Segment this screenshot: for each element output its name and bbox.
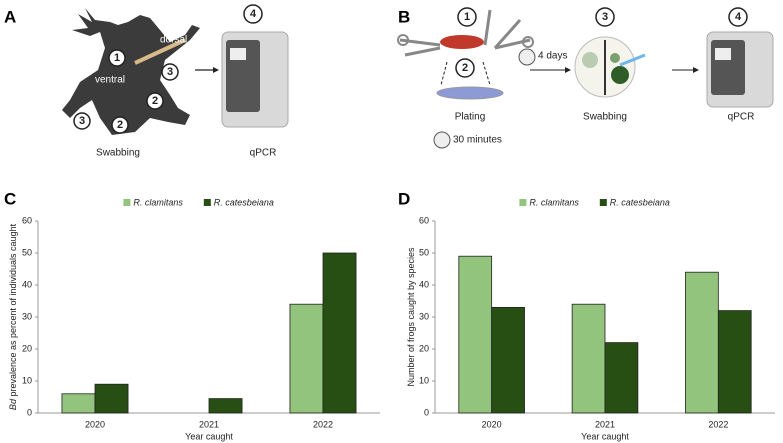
legend-label: R. clamitans xyxy=(133,197,183,207)
step-circle xyxy=(146,92,164,110)
duration: 30 minutes xyxy=(453,135,502,146)
x-tick-label: 2022 xyxy=(708,419,728,429)
x-tick-label: 2021 xyxy=(595,419,615,429)
y-tick-label: 30 xyxy=(419,311,429,321)
y-axis-label-text: Number of frogs caught by species xyxy=(406,247,416,387)
legend-swatch xyxy=(123,199,131,206)
step-circle xyxy=(108,49,126,67)
y-tick-label: 50 xyxy=(419,247,429,257)
clock-icon xyxy=(518,48,536,66)
caption: Swabbing xyxy=(583,112,627,123)
bar xyxy=(717,310,752,414)
mosquito-scissors xyxy=(397,9,534,57)
step-circle xyxy=(728,7,748,27)
y-tick-label: 40 xyxy=(22,279,32,289)
bar xyxy=(61,393,96,414)
step-number: 4 xyxy=(250,8,257,20)
y-tick-label: 20 xyxy=(22,343,32,353)
legend-label: R. clamitans xyxy=(529,197,579,207)
y-tick-label: 0 xyxy=(27,407,32,417)
bar xyxy=(322,252,357,414)
x-tick-label: 2022 xyxy=(313,419,333,429)
y-tick-label: 60 xyxy=(22,215,32,225)
legend-label: R. catesbeiana xyxy=(214,197,274,207)
step-number: 4 xyxy=(735,11,742,23)
bar xyxy=(685,271,719,414)
panel-label: C xyxy=(4,189,16,208)
step-number: 2 xyxy=(117,119,123,131)
y-tick-label: 60 xyxy=(419,215,429,225)
clock-icon xyxy=(433,131,451,149)
label-dorsal: dorsal xyxy=(160,35,187,46)
panel-label: A xyxy=(4,7,16,26)
step-number: 2 xyxy=(152,95,158,107)
step-circle xyxy=(595,7,615,27)
step-circle xyxy=(243,4,263,24)
y-axis-label: Number of frogs caught by species xyxy=(406,247,416,387)
arrow-head xyxy=(565,67,571,73)
caption: qPCR xyxy=(728,112,755,123)
y-axis-label: Bd prevalence as percent of individuals … xyxy=(8,223,18,410)
x-axis-label: Year caught xyxy=(581,431,629,441)
y-tick-label: 20 xyxy=(419,343,429,353)
petri-dish xyxy=(574,36,646,98)
y-axis-label-italic: Bd xyxy=(8,398,18,410)
y-axis-label-text: prevalence as percent of individuals cau… xyxy=(8,223,18,396)
step-circle xyxy=(455,58,475,78)
bar xyxy=(94,383,129,414)
y-tick-label: 10 xyxy=(22,375,32,385)
qpcr-machine xyxy=(221,31,289,128)
x-axis-label: Year caught xyxy=(185,431,233,441)
duration: 4 days xyxy=(538,51,567,62)
step-number: 3 xyxy=(167,66,173,78)
arrow-head xyxy=(213,67,219,73)
bar xyxy=(289,303,324,414)
step-number: 1 xyxy=(114,52,120,64)
x-tick-label: 2020 xyxy=(482,419,502,429)
frog-illustration xyxy=(62,8,200,135)
step-circle xyxy=(161,63,179,81)
bar xyxy=(604,342,639,414)
step-circle xyxy=(457,7,477,27)
legend-label: R. catesbeiana xyxy=(610,197,670,207)
y-tick-label: 30 xyxy=(22,311,32,321)
caption: Plating xyxy=(455,112,486,123)
legend-swatch xyxy=(599,199,607,206)
x-tick-label: 2020 xyxy=(85,419,105,429)
step-circle xyxy=(111,116,129,134)
panel-label: D xyxy=(398,189,410,208)
bar xyxy=(491,306,525,414)
legend-swatch xyxy=(203,199,211,206)
panel-label: B xyxy=(398,7,410,26)
y-tick-label: 10 xyxy=(419,375,429,385)
caption: Swabbing xyxy=(96,148,140,159)
label-ventral: ventral xyxy=(95,75,125,86)
y-tick-label: 50 xyxy=(22,247,32,257)
caption: qPCR xyxy=(250,148,277,159)
step-number: 3 xyxy=(602,11,608,23)
legend-swatch xyxy=(519,199,527,206)
y-tick-label: 0 xyxy=(424,407,429,417)
x-tick-label: 2021 xyxy=(199,419,219,429)
step-circle xyxy=(73,112,91,130)
bar xyxy=(458,255,493,414)
bar xyxy=(208,398,243,414)
step-number: 3 xyxy=(79,115,85,127)
arrow-head xyxy=(693,67,699,73)
y-tick-label: 40 xyxy=(419,279,429,289)
dashed-arrow xyxy=(440,61,491,86)
plate xyxy=(436,86,504,100)
qpcr-machine xyxy=(706,31,774,108)
bar xyxy=(571,303,606,414)
step-number: 2 xyxy=(462,62,468,74)
step-number: 1 xyxy=(464,11,470,23)
